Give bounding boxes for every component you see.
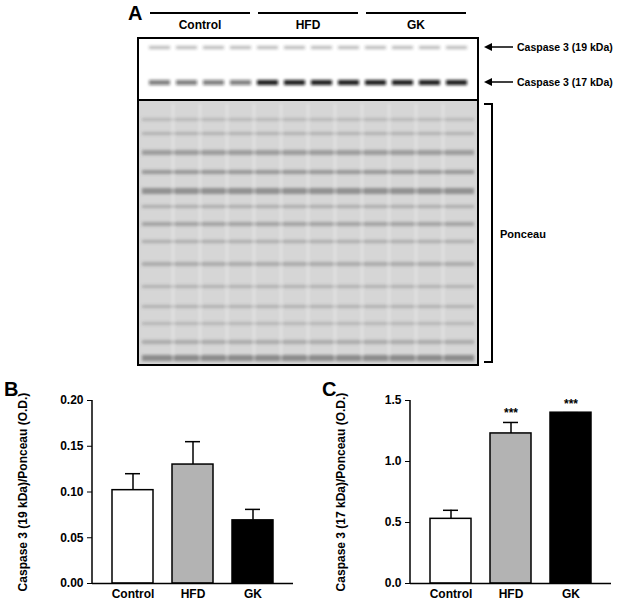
svg-text:HFD: HFD (296, 18, 321, 32)
svg-text:Caspase 3 (17 kDa): Caspase 3 (17 kDa) (517, 76, 613, 88)
svg-text:0.00: 0.00 (60, 576, 84, 590)
svg-text:Control: Control (112, 587, 155, 601)
svg-text:Ponceau: Ponceau (500, 228, 546, 240)
svg-text:0.0: 0.0 (385, 576, 402, 590)
svg-text:GK: GK (244, 587, 262, 601)
svg-text:0.20: 0.20 (60, 393, 84, 407)
svg-text:Control: Control (430, 587, 473, 601)
svg-text:Caspase 3 (17 kDa)/Ponceau (O.: Caspase 3 (17 kDa)/Ponceau (O.D.) (334, 393, 348, 592)
svg-text:***: *** (564, 397, 578, 411)
svg-text:GK: GK (562, 587, 580, 601)
html-text:C: C (322, 378, 337, 400)
svg-text:A: A (128, 2, 142, 24)
svg-text:GK: GK (407, 18, 425, 32)
svg-text:Control: Control (179, 18, 222, 32)
svg-text:0.05: 0.05 (60, 531, 84, 545)
svg-text:1.5: 1.5 (385, 393, 402, 407)
svg-text:0.10: 0.10 (60, 485, 84, 499)
html-text:B: B (4, 378, 19, 400)
svg-text:Caspase 3 (19 kDa): Caspase 3 (19 kDa) (517, 41, 613, 53)
svg-text:HFD: HFD (181, 587, 206, 601)
svg-text:1.0: 1.0 (385, 454, 402, 468)
svg-text:0.5: 0.5 (385, 515, 402, 529)
svg-text:HFD: HFD (499, 587, 524, 601)
svg-text:Caspase 3 (19 kDa)/Ponceau (O.: Caspase 3 (19 kDa)/Ponceau (O.D.) (16, 393, 30, 592)
svg-text:***: *** (504, 406, 518, 420)
svg-text:0.15: 0.15 (60, 439, 84, 453)
